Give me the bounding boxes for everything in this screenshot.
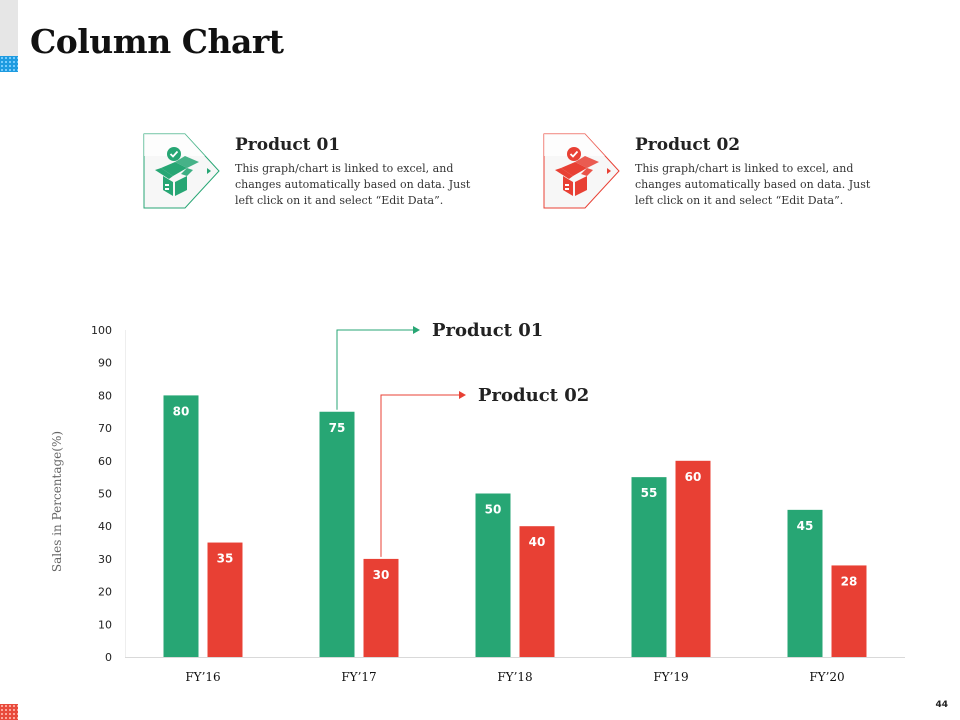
x-axis-labels: FY’16 FY’17 FY’18 FY’19 FY’20 [185, 670, 844, 684]
bar-value-label: 50 [485, 503, 502, 517]
open-box-check-icon [155, 147, 199, 196]
y-tick-label: 70 [98, 422, 112, 435]
bar-2-3 [519, 526, 555, 657]
y-tick-label: 30 [98, 553, 112, 566]
bar-value-label: 35 [217, 552, 234, 566]
accent-dots-bottom [0, 704, 18, 720]
bar-value-label: 45 [797, 519, 814, 533]
callout-line-2 [380, 394, 460, 557]
x-tick-label: FY’20 [809, 670, 844, 684]
accent-bar [0, 0, 18, 56]
y-tick-label: 50 [98, 488, 112, 501]
legend-label-2: Product 02 [478, 385, 589, 406]
page-number: 44 [935, 700, 948, 710]
y-tick-label: 60 [98, 455, 112, 468]
bar-value-label: 60 [685, 470, 702, 484]
y-axis-title: Sales in Percentage(%) [50, 431, 64, 572]
bar-1-2 [319, 411, 355, 657]
bar-1-4 [631, 477, 667, 657]
callout-arrow-icon [413, 326, 420, 334]
page-title: Column Chart [30, 22, 284, 61]
bar-1-3 [475, 493, 511, 657]
accent-dots-top [0, 56, 18, 72]
x-tick-label: FY’18 [497, 670, 532, 684]
y-tick-label: 40 [98, 520, 112, 533]
x-tick-label: FY’16 [185, 670, 220, 684]
product-02-title: Product 02 [635, 135, 741, 155]
y-tick-label: 90 [98, 357, 112, 370]
bar-1-1 [163, 395, 199, 657]
bar-value-label: 40 [529, 535, 546, 549]
bar-value-label: 75 [329, 421, 346, 435]
x-tick-label: FY’19 [653, 670, 688, 684]
bar-2-1 [207, 542, 243, 657]
legend-label-1: Product 01 [432, 320, 543, 341]
bar-value-label: 28 [841, 574, 858, 588]
bar-1-5 [787, 509, 823, 657]
callout-arrow-icon [459, 391, 466, 399]
product-01-description: This graph/chart is linked to excel, and… [235, 162, 471, 207]
x-tick-label: FY’17 [341, 670, 376, 684]
y-tick-label: 0 [105, 651, 112, 664]
bar-value-label: 30 [373, 568, 390, 582]
open-box-check-icon [555, 147, 599, 196]
product-02-badge [543, 133, 620, 209]
callout-line-1 [336, 329, 414, 410]
bar-value-label: 55 [641, 486, 658, 500]
y-tick-label: 80 [98, 389, 112, 402]
bar-2-2 [363, 558, 399, 657]
y-axis-ticks: 0 10 20 30 40 50 60 70 80 90 100 [91, 324, 112, 664]
product-01-card: Product 01 This graph/chart is linked to… [143, 132, 503, 212]
product-02-card: Product 02 This graph/chart is linked to… [543, 132, 903, 212]
y-tick-label: 10 [98, 618, 112, 631]
product-02-description: This graph/chart is linked to excel, and… [635, 162, 871, 207]
series-callouts: Product 01 Product 02 [336, 320, 589, 557]
bar-2-5 [831, 565, 867, 657]
bar-value-label: 80 [173, 404, 190, 418]
y-tick-label: 20 [98, 586, 112, 599]
bar-2-4 [675, 460, 711, 657]
product-01-badge [143, 133, 220, 209]
y-tick-label: 100 [91, 324, 112, 337]
bars: 80 35 75 30 50 40 55 60 45 28 [163, 395, 867, 657]
product-01-title: Product 01 [235, 135, 341, 155]
